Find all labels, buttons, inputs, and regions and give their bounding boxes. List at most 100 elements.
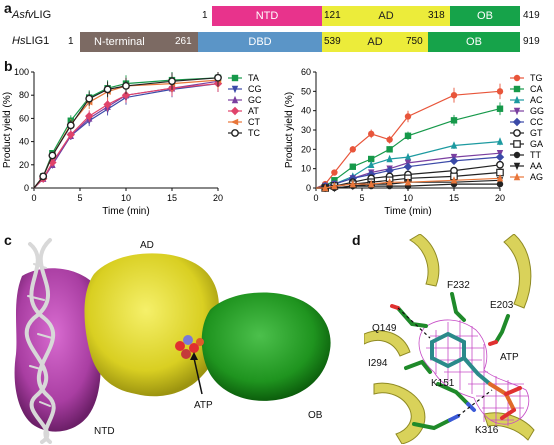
dna-helix xyxy=(24,238,56,444)
left-chart-legend-entry: CT xyxy=(228,117,260,127)
left-chart-axes: 0 5 10 15 20 0 20 40 60 80 100 Time (min) Product yi… xyxy=(2,67,223,217)
right-chart-data-point xyxy=(386,154,393,163)
panel-c-letter: c xyxy=(4,232,12,248)
right-chart-x-tick-label: 15 xyxy=(449,193,459,203)
left-chart-y-tick-label: 20 xyxy=(19,160,29,170)
right-chart-data-point xyxy=(450,141,458,149)
panel-b-letter: b xyxy=(4,58,13,74)
left-chart-y-tick-label: 100 xyxy=(14,67,29,77)
right-chart-legend-marker xyxy=(513,129,521,137)
right-chart-data-point xyxy=(496,105,504,112)
left-chart-legend-label: AT xyxy=(248,106,259,116)
right-chart-legend-marker xyxy=(513,162,521,171)
right-chart-legend-label: GG xyxy=(530,106,544,116)
asfv-lig-label-prefix: Asfv xyxy=(12,9,34,21)
left-chart-data-point xyxy=(85,94,94,103)
left-chart-legend-entry: CG xyxy=(228,84,262,94)
left-chart-y-tick-label: 60 xyxy=(19,113,29,123)
right-chart-legend-marker xyxy=(513,140,521,148)
ligase-surface-structure xyxy=(14,238,331,444)
hs-num-539: 539 xyxy=(324,36,341,47)
right-chart-legend-marker xyxy=(513,74,521,82)
residue-label-k316: K316 xyxy=(475,425,499,436)
right-chart-legend-entry: GT xyxy=(510,128,543,138)
left-chart-x-tick-label: 0 xyxy=(31,193,36,203)
left-chart-legend-entry: GC xyxy=(228,95,262,105)
right-chart-y-axis-label: Product yield (%) xyxy=(284,92,295,168)
hs-dbd-segment: DBD xyxy=(198,32,322,52)
right-chart-data-point xyxy=(404,178,412,186)
asfv-ad-segment: AD xyxy=(322,6,450,26)
left-chart-series-cg xyxy=(33,75,222,189)
right-chart-data-point xyxy=(385,166,394,175)
right-chart-legend-label: CC xyxy=(530,117,543,127)
right-chart-data-point xyxy=(331,181,338,190)
left-chart-data-point xyxy=(103,100,112,109)
right-chart-legend-marker xyxy=(513,107,521,116)
hs-nterm-label: N-terminal xyxy=(94,36,145,48)
right-chart-y-tick-label: 10 xyxy=(301,164,311,174)
left-chart-x-tick-label: 15 xyxy=(167,193,177,203)
left-chart-legend-marker xyxy=(231,74,239,82)
right-chart-data-point xyxy=(404,113,412,120)
right-chart-y-tick-label: 60 xyxy=(301,67,311,77)
hs-ob-segment: OB xyxy=(428,32,520,52)
left-chart-legend-entry: AT xyxy=(228,106,259,116)
left-chart-y-axis-label: Product yield (%) xyxy=(2,92,13,168)
hs-nterm-segment: N-terminal xyxy=(80,32,198,52)
right-chart-legend-marker xyxy=(513,95,521,104)
right-chart-y-tick-label: 0 xyxy=(306,183,311,193)
hs-lig1-label-prefix: Hs xyxy=(12,35,26,47)
ob-surface xyxy=(201,292,331,401)
right-chart-data-point xyxy=(386,136,393,143)
right-chart-x-tick-label: 20 xyxy=(495,193,505,203)
asfv-ad-label: AD xyxy=(378,10,394,22)
hs-num-750: 750 xyxy=(406,36,423,47)
asfv-ntd-segment: NTD xyxy=(212,6,322,26)
left-chart-legend-label: CT xyxy=(248,117,260,127)
right-chart-x-tick-label: 0 xyxy=(313,193,318,203)
hs-ad-label: AD xyxy=(367,36,383,48)
left-chart-data-point xyxy=(168,77,176,86)
right-chart-legend-label: TG xyxy=(530,73,543,83)
left-chart-data-point xyxy=(66,121,75,130)
hs-ad-segment: AD xyxy=(322,32,428,52)
right-chart-data-point xyxy=(386,178,393,186)
residue-label-k151: K151 xyxy=(431,378,455,389)
ribbon-helices xyxy=(364,234,535,444)
atp-pointer-line xyxy=(193,357,203,395)
asfv-num-419: 419 xyxy=(523,10,540,21)
left-chart-data-point xyxy=(66,130,75,139)
left-chart-legend-entry: TC xyxy=(228,128,260,138)
panel-d-letter: d xyxy=(352,232,361,248)
left-chart-data-point xyxy=(122,82,130,90)
left-chart-series-at xyxy=(33,75,223,189)
left-chart-data-point xyxy=(214,73,222,82)
left-chart-legend-label: TC xyxy=(248,128,260,138)
right-chart-legend-entry: AG xyxy=(510,172,543,182)
right-chart-legend-entry: CA xyxy=(510,84,543,94)
left-chart-legend-marker xyxy=(231,85,239,94)
right-chart-legend-entry: AC xyxy=(510,95,543,105)
right-chart-legend-marker xyxy=(513,151,521,159)
right-chart-x-tick-label: 5 xyxy=(359,193,364,203)
atp-binding-site-structure xyxy=(364,234,535,444)
left-chart-series-gc xyxy=(33,72,222,189)
right-chart-legend-marker xyxy=(512,117,522,127)
right-chart-x-axis-label: Time (min) xyxy=(384,206,431,217)
right-chart-legend-label: GT xyxy=(530,128,543,138)
right-chart-data-point xyxy=(349,163,356,170)
left-chart-data-point xyxy=(48,151,57,160)
left-chart-data-point xyxy=(103,85,112,94)
right-chart-legend-marker xyxy=(513,172,521,181)
right-chart-legend-entry: GA xyxy=(510,139,543,149)
left-chart-x-tick-label: 10 xyxy=(121,193,131,203)
right-chart-data-point xyxy=(404,152,412,161)
residue-label-e203: E203 xyxy=(490,300,514,311)
right-chart-data-point xyxy=(368,179,375,188)
hs-lig1-label-suffix: LIG1 xyxy=(25,35,50,47)
hs-lig1-label: HsLIG1 xyxy=(12,35,49,47)
atp-stick-model xyxy=(430,331,522,420)
right-chart-axes: 0 5 10 15 20 0 10 20 30 40 50 60 Time (min) Product y… xyxy=(284,67,505,217)
residue-label-q149: Q149 xyxy=(372,323,397,334)
